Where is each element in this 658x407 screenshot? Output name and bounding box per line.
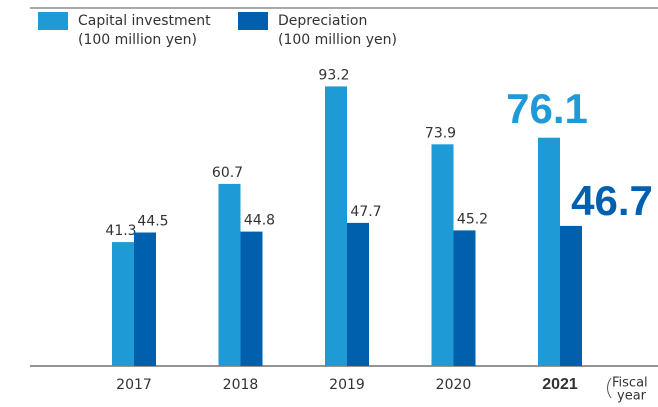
value-label: 60.7 [212,165,243,181]
legend-unit: (100 million yen) [78,32,197,48]
legend-label: Capital investment [78,13,211,29]
legend-swatch [38,12,68,30]
bar [538,137,560,366]
bar [112,242,134,366]
value-label: 41.3 [105,223,136,239]
value-label: 93.2 [318,67,349,83]
bar [134,232,156,366]
value-label: 44.5 [137,214,168,230]
bar [453,230,476,366]
value-label: 73.9 [425,125,456,141]
x-axis-label: year [617,389,647,404]
x-tick-label: 2020 [436,377,472,393]
legend-unit: (100 million yen) [278,32,397,48]
x-tick-label: 2017 [116,377,152,393]
x-tick-label: 2019 [329,377,365,393]
x-axis-label: Fiscal [612,376,648,391]
bar [431,144,454,366]
value-label: 46.7 [571,177,653,224]
paren-left [607,377,612,399]
bar [325,86,347,367]
value-label: 47.7 [350,204,381,220]
x-tick-label: 2021 [542,376,578,393]
bar [218,183,241,366]
value-label: 44.8 [244,213,275,229]
x-tick-label: 2018 [223,377,259,393]
value-label: 76.1 [506,85,588,132]
legend-swatch [238,12,268,30]
bar [240,231,263,366]
bar [560,225,582,366]
value-label: 45.2 [457,211,488,227]
legend-label: Depreciation [278,13,367,29]
bar [347,222,369,366]
